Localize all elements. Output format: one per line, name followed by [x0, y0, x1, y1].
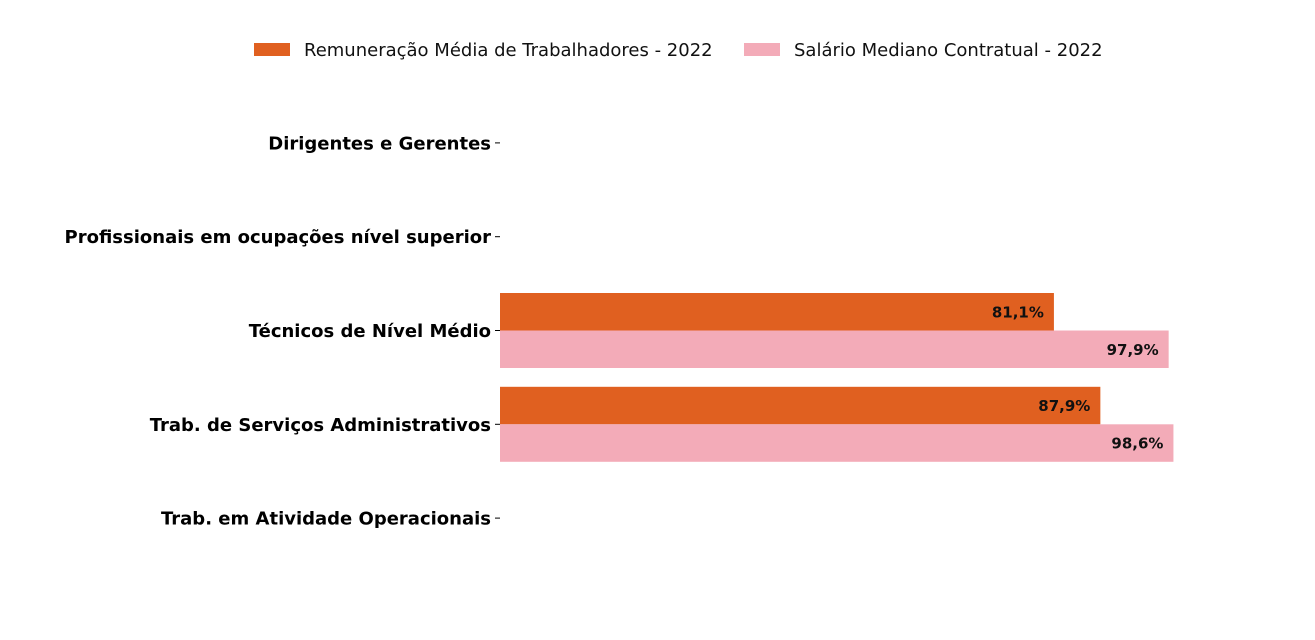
legend-swatch-2	[744, 43, 780, 56]
bar-series-2	[500, 330, 1169, 368]
category-label: Trab. em Atividade Operacionais	[161, 509, 491, 530]
category-label: Dirigentes e Gerentes	[268, 133, 491, 154]
bar-series-1	[500, 293, 1054, 331]
bar-series-2	[500, 424, 1174, 462]
bars-group	[500, 293, 1174, 462]
value-labels-group: 81,1% 97,9% 87,9% 98,6%	[992, 303, 1164, 452]
category-label: Trab. de Serviços Administrativos	[150, 415, 491, 436]
data-label: 97,9%	[1107, 341, 1159, 359]
legend-swatch-1	[254, 43, 290, 56]
bar-series-1	[500, 386, 1101, 425]
category-axis: Dirigentes e Gerentes Profissionais em oc…	[65, 133, 500, 530]
category-label: Profissionais em ocupações nível superio…	[65, 227, 492, 248]
legend: Remuneração Média de Trabalhadores - 202…	[254, 40, 1103, 61]
legend-label-2: Salário Mediano Contratual - 2022	[794, 40, 1103, 61]
data-label: 98,6%	[1111, 435, 1163, 453]
data-label: 87,9%	[1038, 397, 1090, 415]
data-label: 81,1%	[992, 303, 1044, 321]
legend-label-1: Remuneração Média de Trabalhadores - 202…	[304, 40, 713, 61]
category-label: Técnicos de Nível Médio	[249, 321, 491, 342]
